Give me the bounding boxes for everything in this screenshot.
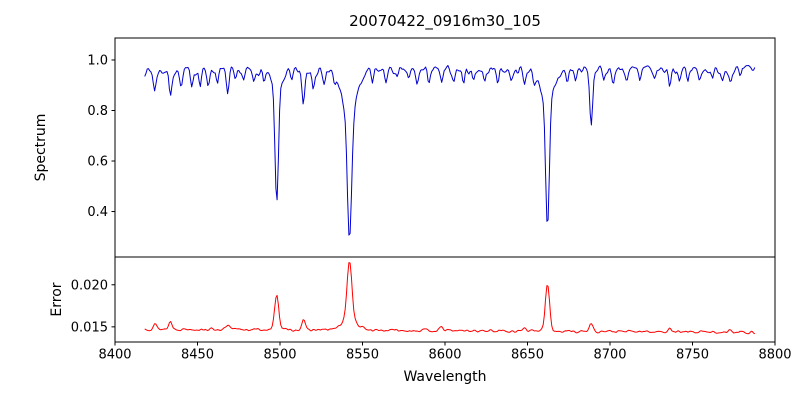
spectrum-line [144,65,756,236]
spectrum-y-tick-label: 0.8 [87,104,108,119]
x-axis-label: Wavelength [403,369,486,385]
x-tick-label: 8800 [758,348,791,363]
x-tick-label: 8400 [98,348,131,363]
x-tick-label: 8750 [676,348,709,363]
x-tick-label: 8700 [593,348,626,363]
x-tick-label: 8450 [181,348,214,363]
error-y-axis-label: Error [49,282,65,316]
x-tick-label: 8500 [263,348,296,363]
spectrum-y-axis-label: Spectrum [33,114,49,182]
spectrum-y-tick-label: 0.4 [87,205,108,220]
x-tick-label: 8650 [511,348,544,363]
spectrum-y-tick-label: 1.0 [87,53,108,68]
x-tick-label: 8600 [428,348,461,363]
chart-title: 20070422_0916m30_105 [349,12,541,31]
error-y-tick-label: 0.015 [71,320,108,335]
spectrum-y-tick-label: 0.6 [87,155,108,170]
spectrum-axes-border [114,37,776,258]
x-tick-label: 8550 [346,348,379,363]
error-y-tick-label: 0.020 [71,278,108,293]
error-line [144,262,756,335]
